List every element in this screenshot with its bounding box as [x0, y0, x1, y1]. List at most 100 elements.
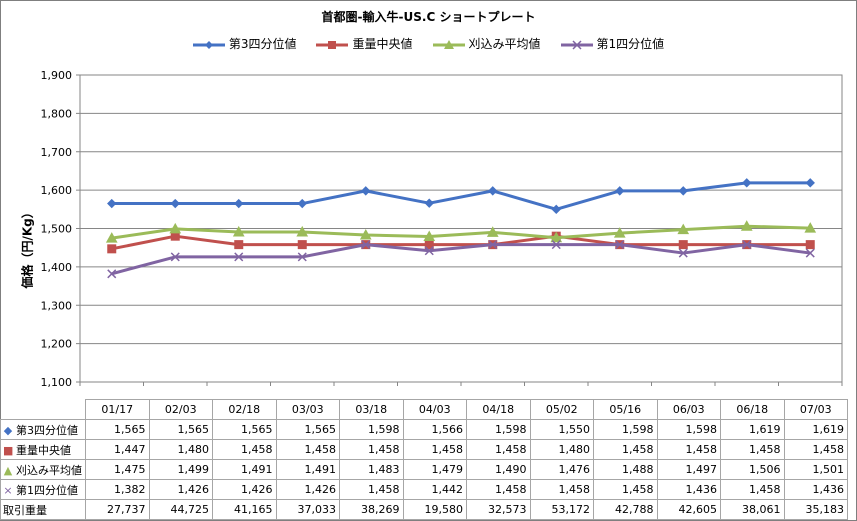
data-label: 1,475: [85, 459, 150, 480]
data-label: 38,061: [720, 499, 785, 520]
data-label: 1,426: [148, 479, 213, 500]
data-label: 1,436: [783, 479, 848, 500]
data-label: 1,483: [339, 459, 404, 480]
data-label: 42,788: [593, 499, 658, 520]
series-name: 重量中央値: [16, 443, 71, 457]
x-tick-label: 04/03: [402, 399, 467, 420]
legend-label: 第1四分位値: [596, 37, 665, 51]
data-label: 1,479: [402, 459, 467, 480]
data-point: [677, 223, 690, 235]
data-label: 37,033: [275, 499, 340, 520]
data-label: 1,458: [339, 479, 404, 500]
data-label: 1,436: [656, 479, 721, 500]
series-line-4: [111, 243, 811, 276]
data-point: [805, 178, 815, 188]
data-point: [361, 240, 371, 250]
table-row: 取引重量 27,737 44,725 41,165 37,033 38,269 19,580…: [0, 499, 848, 520]
chart-plot: 1,100 1,200 1,300 1,400 1,500 1,600 1,700 1,800…: [41, 69, 843, 389]
x-tick-label: 02/03: [148, 399, 213, 420]
chart-legend: 第3四分位値 重量中央値 刈込み平均値 第1四分位値: [0, 35, 857, 52]
data-label: 1,566: [402, 419, 467, 440]
data-point: [804, 222, 817, 233]
x-tick-label: 02/18: [212, 399, 277, 420]
x-tick-label: 03/03: [275, 399, 340, 420]
data-label: 1,598: [656, 419, 721, 440]
y-tick-label: 1,500: [41, 223, 73, 236]
chart-title: 首都圏-輸入牛-US.C ショートプレート: [321, 10, 536, 24]
data-label: 1,458: [466, 479, 531, 500]
table-row-label: ◆ 第3四分位値: [0, 419, 86, 440]
data-label: 42,605: [656, 499, 721, 520]
legend-swatch: [560, 39, 593, 50]
series-name: 刈込み平均値: [16, 463, 82, 477]
data-point: [105, 232, 118, 243]
data-label: 19,580: [402, 499, 467, 520]
data-point: [296, 225, 309, 237]
y-tick-label: 1,900: [41, 69, 73, 82]
x-tick-label: 07/03: [783, 399, 848, 420]
table-row-label: ■ 重量中央値: [0, 439, 86, 460]
data-label: 1,501: [783, 459, 848, 480]
data-label: 1,499: [148, 459, 213, 480]
legend-key-icon: ◆: [3, 423, 13, 437]
legend-key-icon: ×: [3, 483, 13, 497]
data-point: [742, 240, 752, 250]
data-point: [234, 240, 244, 250]
data-point: [678, 186, 688, 196]
data-point: [170, 198, 180, 209]
data-point: [613, 227, 626, 238]
data-point: [107, 244, 117, 254]
data-point: [361, 186, 371, 196]
y-tick-label: 1,100: [41, 376, 73, 389]
legend-item-3: 刈込み平均値: [432, 35, 541, 52]
legend-swatch: [192, 40, 225, 49]
table-row-label: × 第1四分位値: [0, 479, 86, 500]
data-label: 1,565: [212, 419, 277, 440]
table-row: × 第1四分位値 1,382 1,426 1,426 1,426 1,458 1,442 1,4…: [0, 479, 848, 500]
data-point: [232, 225, 245, 237]
table-row: ◆ 第3四分位値 1,565 1,565 1,565 1,565 1,598 1,566 1,5…: [0, 419, 848, 440]
data-label: 1,426: [212, 479, 277, 500]
y-tick-label: 1,600: [41, 184, 73, 197]
legend-swatch: [316, 40, 349, 49]
data-label: 1,491: [212, 459, 277, 480]
data-label: 1,458: [212, 439, 277, 460]
legend-key-icon: ▲: [3, 463, 13, 477]
table-header-row: 01/17 02/03 02/18 03/03 03/18 04/03 04/18 05/02…: [0, 399, 848, 420]
data-label: 1,442: [402, 479, 467, 500]
legend-item-1: 第3四分位値: [192, 35, 296, 52]
data-point: [359, 228, 372, 240]
x-tick-label: 03/18: [339, 399, 404, 420]
y-tick-label: 1,200: [41, 338, 73, 351]
series-line-3: [111, 224, 811, 240]
data-point: [678, 240, 688, 250]
data-label: 1,480: [148, 439, 213, 460]
data-label: 1,480: [529, 439, 594, 460]
series-line-1: [111, 181, 811, 211]
legend-item-4: 第1四分位値: [560, 35, 665, 52]
table-corner: [0, 399, 86, 420]
series-name: 第3四分位値: [16, 423, 78, 437]
data-label: 1,458: [402, 439, 467, 460]
series-name: 第1四分位値: [16, 483, 78, 497]
data-point: [488, 186, 498, 196]
y-tick-label: 1,800: [41, 107, 73, 120]
data-label: 1,497: [656, 459, 721, 480]
x-tick-label: 05/02: [529, 399, 594, 420]
data-label: 1,488: [593, 459, 658, 480]
data-point: [615, 240, 625, 250]
data-point: [297, 240, 307, 250]
data-label: 1,426: [275, 479, 340, 500]
data-label: 1,458: [593, 479, 658, 500]
data-label: 1,382: [85, 479, 150, 500]
data-label: 1,458: [593, 439, 658, 460]
legend-label: 重量中央値: [352, 37, 413, 51]
data-label: 1,490: [466, 459, 531, 480]
data-label: 1,458: [783, 439, 848, 460]
data-point: [234, 252, 244, 262]
data-label: 1,565: [275, 419, 340, 440]
data-label: 27,737: [85, 499, 150, 520]
data-point: [740, 220, 753, 231]
table-row-label: ▲ 刈込み平均値: [0, 459, 86, 480]
data-label: 1,458: [466, 439, 531, 460]
